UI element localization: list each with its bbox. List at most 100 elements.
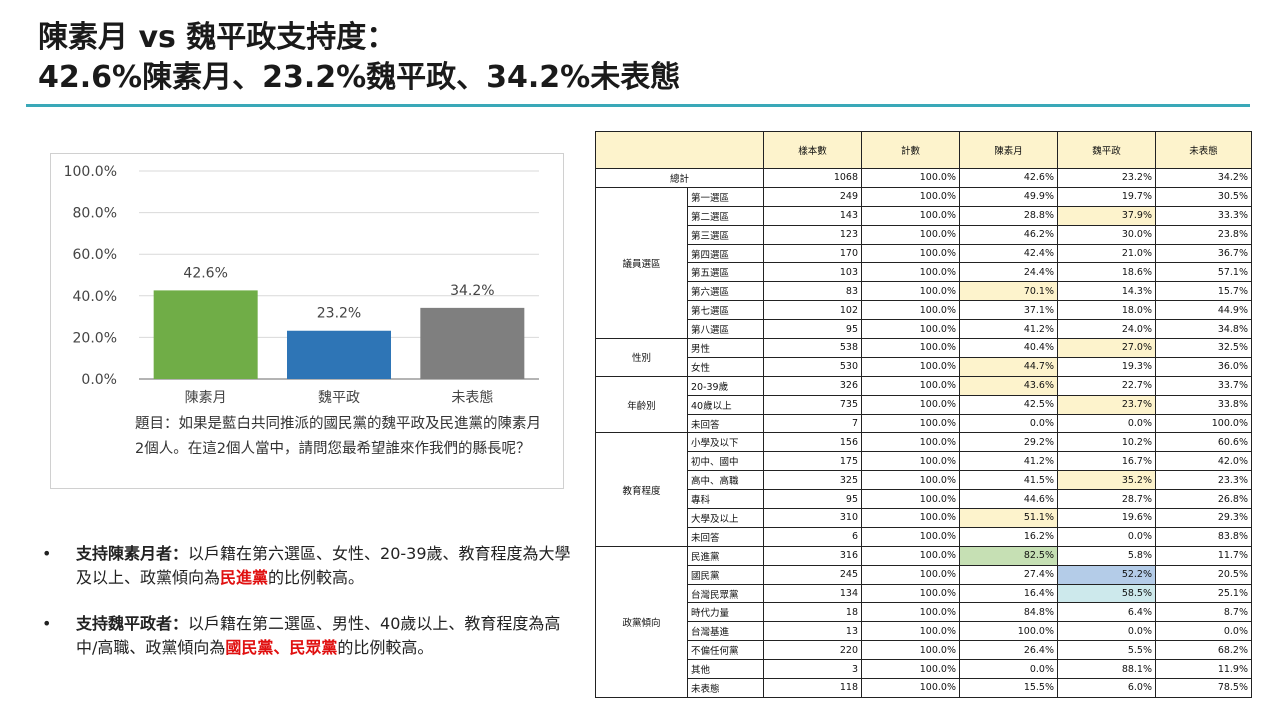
row-label: 民進黨 xyxy=(687,545,764,566)
table-cell: 88.1% xyxy=(1057,659,1156,680)
table-cell: 19.7% xyxy=(1057,186,1156,207)
column-header: 未表態 xyxy=(1155,131,1252,169)
table-cell: 14.3% xyxy=(1057,281,1156,302)
table-cell: 15.5% xyxy=(959,678,1058,698)
table-cell: 100.0% xyxy=(861,243,960,264)
table-cell: 82.5% xyxy=(959,545,1058,566)
table-cell: 83.8% xyxy=(1155,526,1252,547)
table-cell: 19.6% xyxy=(1057,508,1156,528)
table-cell: 37.9% xyxy=(1057,205,1156,226)
table-cell: 8.7% xyxy=(1155,602,1252,623)
table-cell: 41.5% xyxy=(959,470,1058,491)
table-row: 女性 530 100.0% 44.7% 19.3% 36.0% xyxy=(596,356,1252,377)
bar-chart: 0.0% 20.0% 40.0% 60.0% 80.0% 100.0% 42.6% 陳素月 23… xyxy=(64,164,539,406)
table-cell: 21.0% xyxy=(1057,243,1156,264)
row-label: 未回答 xyxy=(687,526,764,547)
row-label: 初中、國中 xyxy=(687,451,764,472)
bar-value-label: 23.2% xyxy=(317,306,361,322)
title-line-2: 42.6%陳素月、23.2%魏平政、34.2%未表態 xyxy=(38,60,681,95)
title-line-1: 陳素月 vs 魏平政支持度： xyxy=(38,20,397,55)
table-row: 第三選區 123 100.0% 46.2% 30.0% 23.8% xyxy=(596,224,1252,245)
bullet-icon: • xyxy=(42,614,52,633)
table-cell: 100.0% xyxy=(861,394,960,415)
table-cell: 23.3% xyxy=(1155,470,1252,491)
table-row: 政黨傾向 民進黨 316 100.0% 82.5% 5.8% 11.7% xyxy=(595,545,1252,698)
bullet-icon: • xyxy=(42,544,52,563)
table-cell: 22.7% xyxy=(1057,375,1156,396)
findings-list: • 支持陳素月者：以戶籍在第六選區、女性、20-39歲、教育程度為大學及以上、政… xyxy=(40,542,580,682)
row-label: 第八選區 xyxy=(687,319,764,340)
table-row: 未表態 118 100.0% 15.5% 6.0% 78.5% xyxy=(596,678,1252,698)
table-cell: 40.4% xyxy=(959,338,1058,358)
table-cell: 100.0% xyxy=(1155,413,1252,434)
row-label: 大學及以上 xyxy=(687,508,764,528)
bar-value-label: 34.2% xyxy=(450,283,494,299)
table-cell: 41.2% xyxy=(959,319,1058,340)
table-cell: 249 xyxy=(763,186,862,207)
y-tick-label: 100.0% xyxy=(64,164,117,180)
table-cell: 100.0% xyxy=(861,489,960,510)
finding-tail: 的比例較高。 xyxy=(337,638,434,657)
table-cell: 29.2% xyxy=(959,432,1058,453)
table-cell: 100.0% xyxy=(861,602,960,623)
table-row: 性別 男性 538 100.0% 40.4% 27.0% 32.5% xyxy=(595,338,1252,377)
table-cell: 100.0% xyxy=(861,678,960,698)
table-cell: 100.0% xyxy=(959,621,1058,642)
table-cell: 60.6% xyxy=(1155,432,1252,453)
table-row: 議員選區 第一選區 249 100.0% 49.9% 19.7% 30.5% xyxy=(595,186,1252,340)
table-cell: 175 xyxy=(763,451,862,472)
row-label: 第六選區 xyxy=(687,281,764,302)
table-row: 未回答 6 100.0% 16.2% 0.0% 83.8% xyxy=(596,526,1252,547)
table-cell: 68.2% xyxy=(1155,640,1252,661)
table-row: 時代力量 18 100.0% 84.8% 6.4% 8.7% xyxy=(596,602,1252,623)
table-cell: 57.1% xyxy=(1155,262,1252,283)
y-tick-label: 20.0% xyxy=(73,330,117,346)
row-label: 時代力量 xyxy=(687,602,764,623)
table-cell: 35.2% xyxy=(1057,470,1156,491)
table-cell: 1068 xyxy=(763,168,862,188)
table-cell: 530 xyxy=(763,356,862,377)
table-cell: 6 xyxy=(763,526,862,547)
table-cell: 34.2% xyxy=(1155,168,1252,188)
table-cell: 100.0% xyxy=(861,545,960,566)
table-cell: 220 xyxy=(763,640,862,661)
table-cell: 538 xyxy=(763,338,862,358)
table-cell: 100.0% xyxy=(861,281,960,302)
table-cell: 23.2% xyxy=(1057,168,1156,188)
table-row: 其他 3 100.0% 0.0% 88.1% 11.9% xyxy=(596,659,1252,680)
finding-party: 民進黨 xyxy=(220,568,269,587)
table-cell: 6.4% xyxy=(1057,602,1156,623)
row-label: 台灣民眾黨 xyxy=(687,583,764,604)
x-tick-label: 陳素月 xyxy=(185,390,227,406)
table-cell: 42.5% xyxy=(959,394,1058,415)
table-cell: 0.0% xyxy=(1155,621,1252,642)
finding-lead: 支持陳素月者： xyxy=(76,544,189,563)
group-label: 政黨傾向 xyxy=(595,545,688,698)
table-cell: 3 xyxy=(763,659,862,680)
table-row: 初中、國中 175 100.0% 41.2% 16.7% 42.0% xyxy=(596,451,1252,472)
table-cell: 27.0% xyxy=(1057,338,1156,358)
crosstab-table: 樣本數 計數 陳素月 魏平政 未表態 總計 1068 100.0% 42.6% 23.2% 34.2… xyxy=(595,131,1252,698)
table-cell: 32.5% xyxy=(1155,338,1252,358)
survey-question: 題目：如果是藍白共同推派的國民黨的魏平政及民進黨的陳素月2個人。在這2個人當中，… xyxy=(135,416,541,457)
table-cell: 5.8% xyxy=(1057,545,1156,566)
table-cell: 6.0% xyxy=(1057,678,1156,698)
table-cell: 310 xyxy=(763,508,862,528)
table-cell: 28.7% xyxy=(1057,489,1156,510)
table-cell: 18.6% xyxy=(1057,262,1156,283)
table-row: 國民黨 245 100.0% 27.4% 52.2% 20.5% xyxy=(596,564,1252,585)
table-cell: 100.0% xyxy=(861,300,960,321)
table-cell: 325 xyxy=(763,470,862,491)
finding-party: 國民黨、民眾黨 xyxy=(225,638,338,657)
finding-item: • 支持陳素月者：以戶籍在第六選區、女性、20-39歲、教育程度為大學及以上、政… xyxy=(40,542,580,590)
row-label: 第七選區 xyxy=(687,300,764,321)
table-cell: 78.5% xyxy=(1155,678,1252,698)
table-row: 台灣民眾黨 134 100.0% 16.4% 58.5% 25.1% xyxy=(596,583,1252,604)
table-row: 第七選區 102 100.0% 37.1% 18.0% 44.9% xyxy=(596,300,1252,321)
table-cell: 123 xyxy=(763,224,862,245)
table-cell: 24.0% xyxy=(1057,319,1156,340)
y-tick-label: 60.0% xyxy=(73,247,117,263)
y-tick-label: 0.0% xyxy=(81,372,117,388)
x-tick-label: 未表態 xyxy=(451,390,493,406)
table-row: 不偏任何黨 220 100.0% 26.4% 5.5% 68.2% xyxy=(596,640,1252,661)
